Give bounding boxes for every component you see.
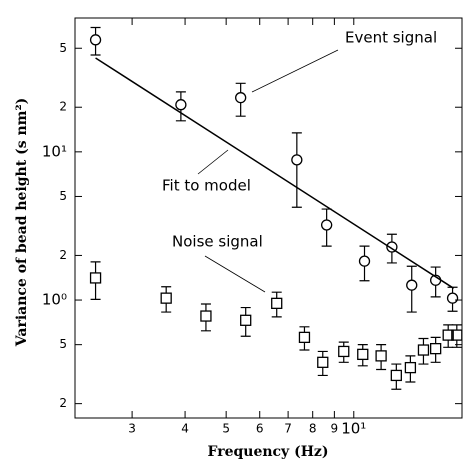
error-bar bbox=[175, 91, 186, 122]
plot-frame bbox=[74, 17, 463, 419]
noise-marker bbox=[451, 329, 463, 341]
x-tick-label: 8 bbox=[309, 422, 317, 436]
y-axis-title: Variance of bead height (s nm²) bbox=[14, 98, 30, 347]
y-tick-label: 5 bbox=[59, 189, 67, 203]
event-marker bbox=[406, 279, 418, 291]
error-bar bbox=[299, 326, 310, 351]
x-tick-label: 10¹ bbox=[341, 420, 366, 438]
fit-line bbox=[95, 57, 455, 289]
error-bar bbox=[161, 286, 172, 313]
event-marker bbox=[89, 34, 102, 46]
noise-marker bbox=[89, 272, 102, 284]
event-marker bbox=[235, 92, 247, 104]
annotation: Fit to model bbox=[162, 177, 251, 195]
noise-marker bbox=[375, 350, 387, 362]
error-bar bbox=[90, 261, 101, 301]
error-bar bbox=[200, 303, 211, 332]
y-tick-label: 5 bbox=[59, 41, 67, 55]
error-bar bbox=[430, 266, 441, 298]
y-tick-label: 10¹ bbox=[42, 142, 67, 160]
event-marker bbox=[358, 255, 371, 267]
annotation-pointer bbox=[197, 149, 229, 175]
x-tick-label: 7 bbox=[284, 422, 292, 436]
x-tick-label: 9 bbox=[331, 422, 339, 436]
error-bar bbox=[359, 245, 370, 282]
x-tick-label: 3 bbox=[128, 422, 136, 436]
error-bar bbox=[271, 291, 282, 318]
y-tick-label: 10⁰ bbox=[42, 291, 67, 309]
noise-marker bbox=[430, 342, 442, 355]
annotation-pointer bbox=[204, 255, 266, 293]
error-bar bbox=[317, 350, 328, 377]
noise-marker bbox=[317, 356, 329, 368]
x-tick-label: 6 bbox=[256, 422, 264, 436]
x-tick-label: 5 bbox=[222, 422, 230, 436]
error-bar bbox=[405, 355, 416, 383]
noise-marker bbox=[404, 361, 417, 374]
error-bar bbox=[321, 208, 332, 247]
error-bar bbox=[451, 324, 462, 348]
event-marker bbox=[175, 99, 187, 111]
noise-marker bbox=[357, 348, 369, 361]
annotation-pointer bbox=[251, 49, 339, 93]
error-bar bbox=[443, 324, 454, 348]
event-marker bbox=[320, 219, 333, 231]
error-bar bbox=[418, 337, 429, 365]
error-bar bbox=[406, 265, 417, 313]
y-tick-label: 2 bbox=[59, 100, 67, 114]
event-marker bbox=[446, 292, 459, 304]
y-tick-label: 5 bbox=[59, 337, 67, 351]
error-bar bbox=[291, 132, 302, 208]
error-bar bbox=[338, 341, 349, 363]
annotation: Event signal bbox=[345, 29, 437, 47]
noise-marker bbox=[338, 345, 350, 358]
noise-marker bbox=[271, 297, 283, 309]
error-bar bbox=[235, 82, 246, 117]
event-marker bbox=[291, 154, 303, 166]
error-bar bbox=[391, 363, 402, 390]
error-bar bbox=[376, 344, 387, 371]
annotation: Noise signal bbox=[172, 233, 263, 251]
error-bar bbox=[430, 336, 441, 363]
noise-marker bbox=[240, 314, 252, 326]
error-bar bbox=[357, 344, 368, 367]
x-tick-label: 4 bbox=[181, 422, 189, 436]
y-tick-label: 2 bbox=[59, 248, 67, 262]
noise-marker bbox=[442, 329, 454, 341]
event-marker bbox=[386, 241, 398, 253]
error-bar bbox=[240, 306, 251, 337]
error-bar bbox=[90, 26, 101, 56]
noise-marker bbox=[390, 369, 402, 382]
noise-marker bbox=[417, 344, 430, 356]
noise-marker bbox=[200, 310, 212, 322]
noise-marker bbox=[298, 331, 311, 344]
error-bar bbox=[447, 286, 458, 312]
error-bar bbox=[386, 233, 397, 264]
x-axis-title: Frequency (Hz) bbox=[208, 444, 329, 460]
noise-marker bbox=[160, 292, 172, 304]
y-tick-label: 2 bbox=[59, 396, 67, 410]
